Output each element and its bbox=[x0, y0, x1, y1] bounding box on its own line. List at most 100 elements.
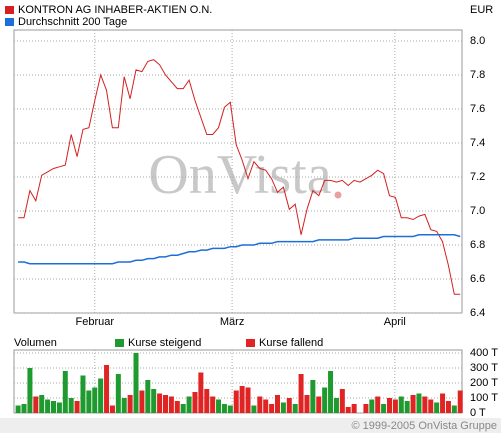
y-tick-label: 7.8 bbox=[470, 69, 485, 81]
volume-bar bbox=[139, 390, 145, 413]
volume-bar bbox=[233, 390, 239, 413]
volume-bar bbox=[204, 389, 210, 413]
volume-bar bbox=[227, 405, 233, 413]
volume-bar bbox=[168, 396, 174, 413]
volume-bar bbox=[298, 374, 304, 413]
legend-label: KONTRON AG INHABER-AKTIEN O.N. bbox=[18, 4, 212, 16]
volume-bar bbox=[345, 407, 351, 413]
volume-bar bbox=[186, 396, 192, 413]
volume-bar bbox=[216, 399, 222, 413]
x-tick-label: Februar bbox=[75, 316, 114, 328]
volume-bar bbox=[45, 399, 51, 413]
volume-bar bbox=[251, 405, 257, 413]
volume-bar bbox=[210, 396, 216, 413]
volume-bar bbox=[198, 372, 204, 413]
legend-label: Kurse fallend bbox=[259, 337, 323, 349]
volume-bar bbox=[280, 402, 286, 413]
volume-bar bbox=[322, 387, 328, 413]
y-tick-label: 200 T bbox=[470, 377, 498, 389]
line-series bbox=[18, 59, 461, 295]
volume-bar bbox=[398, 396, 404, 413]
y-tick-label: 0 T bbox=[470, 407, 486, 419]
volume-bar bbox=[328, 371, 334, 413]
volume-bar bbox=[62, 371, 68, 413]
volume-bar bbox=[157, 393, 163, 413]
legend-swatch bbox=[5, 6, 14, 14]
legend-label: Kurse steigend bbox=[128, 337, 201, 349]
legend-label: Durchschnitt 200 Tage bbox=[18, 16, 127, 28]
y-tick-label: 6.6 bbox=[470, 273, 485, 285]
volume-bar bbox=[245, 387, 251, 413]
volume-bar bbox=[316, 396, 322, 413]
y-tick-label: 300 T bbox=[470, 362, 498, 374]
volume-bar bbox=[145, 380, 151, 413]
volume-bar bbox=[263, 399, 269, 413]
volume-bar bbox=[392, 399, 398, 413]
volume-bar bbox=[457, 390, 463, 413]
volume-bar bbox=[404, 401, 410, 413]
volume-bar bbox=[363, 404, 369, 413]
y-tick-label: 7.0 bbox=[470, 205, 485, 217]
volume-bar bbox=[333, 398, 339, 413]
volume-bar bbox=[445, 401, 451, 413]
volume-bar bbox=[80, 375, 86, 413]
volume-bar bbox=[56, 402, 62, 413]
y-tick-label: 7.4 bbox=[470, 137, 485, 149]
volume-bar bbox=[221, 404, 227, 413]
volume-bar bbox=[39, 395, 45, 413]
volume-bar bbox=[351, 404, 357, 413]
volume-bar bbox=[86, 390, 92, 413]
line-series bbox=[18, 234, 461, 265]
volume-bar bbox=[416, 393, 422, 413]
volume-bar bbox=[422, 396, 428, 413]
volume-bar bbox=[440, 393, 446, 413]
x-tick-label: März bbox=[220, 316, 244, 328]
volume-bar bbox=[428, 399, 434, 413]
y-tick-label: 100 T bbox=[470, 392, 498, 404]
volume-bar bbox=[180, 404, 186, 413]
volume-bar bbox=[92, 387, 98, 413]
volume-bar bbox=[375, 396, 381, 413]
volume-bar bbox=[286, 398, 292, 413]
y-tick-label: 7.2 bbox=[470, 171, 485, 183]
y-tick-label: 8.0 bbox=[470, 35, 485, 47]
volume-bar bbox=[33, 396, 39, 413]
volume-bar bbox=[192, 392, 198, 413]
volume-bar bbox=[21, 404, 27, 413]
volume-bar bbox=[304, 395, 310, 413]
volume-bar bbox=[68, 398, 74, 413]
currency: EUR bbox=[470, 4, 493, 16]
volume-bar bbox=[274, 395, 280, 413]
legend-swatch bbox=[115, 339, 124, 347]
volume-bar bbox=[369, 399, 375, 413]
watermark-dot bbox=[334, 191, 342, 199]
plot-frame bbox=[13, 29, 463, 314]
volume-bar bbox=[174, 401, 180, 413]
y-tick-label: 6.4 bbox=[470, 307, 485, 319]
volume-bar bbox=[269, 404, 275, 413]
legend-swatch bbox=[5, 18, 14, 26]
volume-bar bbox=[109, 405, 115, 413]
volume-title: Volumen bbox=[14, 337, 57, 349]
volume-bar bbox=[434, 402, 440, 413]
y-tick-label: 400 T bbox=[470, 347, 498, 359]
volume-bar bbox=[121, 398, 127, 413]
volume-bar bbox=[239, 386, 245, 413]
volume-bar bbox=[50, 401, 56, 413]
volume-bar bbox=[292, 404, 298, 413]
volume-bar bbox=[115, 374, 121, 413]
volume-bar bbox=[74, 401, 80, 413]
volume-bar bbox=[104, 365, 110, 413]
volume-bar bbox=[381, 404, 387, 413]
legend-swatch bbox=[246, 339, 255, 347]
volume-bar bbox=[410, 395, 416, 413]
volume-bar bbox=[257, 396, 263, 413]
x-tick-label: April bbox=[384, 316, 406, 328]
volume-bar bbox=[310, 380, 316, 413]
volume-bar bbox=[451, 405, 457, 413]
y-tick-label: 7.6 bbox=[470, 103, 485, 115]
volume-bar bbox=[27, 368, 33, 413]
y-tick-label: 6.8 bbox=[470, 239, 485, 251]
volume-bar bbox=[127, 395, 133, 413]
